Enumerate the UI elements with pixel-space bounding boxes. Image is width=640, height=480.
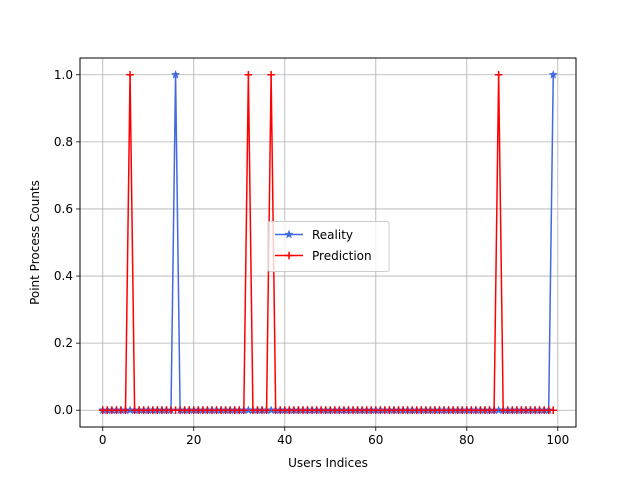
plot-area-frame [79, 57, 577, 428]
ticks: 0 20 40 60 80 100 0.0 0.2 0.4 0.6 0.8 1.0 [54, 68, 569, 447]
y-tick-label: 0.8 [54, 135, 73, 149]
legend-label: Reality [312, 228, 353, 242]
x-tick-label: 100 [546, 433, 569, 447]
data-point [262, 406, 271, 415]
y-tick-label: 0.0 [54, 403, 73, 417]
y-tick-label: 1.0 [54, 68, 73, 82]
data-point [490, 406, 498, 415]
y-tick-label: 0.4 [54, 269, 73, 283]
legend-marker [285, 251, 293, 260]
x-tick-label: 0 [99, 433, 107, 447]
data-point [494, 70, 503, 79]
series-layer [98, 69, 558, 415]
y-tick-label: 0.6 [54, 202, 73, 216]
legend: Reality Prediction [267, 221, 390, 272]
x-tick-label: 40 [277, 433, 292, 447]
data-point [549, 406, 558, 415]
y-axis-label: Point Process Counts [28, 180, 42, 305]
legend-marker [284, 229, 294, 239]
data-point [548, 69, 558, 79]
series-prediction [98, 70, 558, 415]
data-point [267, 70, 275, 79]
x-tick-label: 60 [368, 433, 383, 447]
data-point [170, 69, 181, 79]
x-tick-label: 20 [186, 433, 201, 447]
data-point [240, 406, 248, 415]
legend-label: Prediction [312, 249, 372, 263]
data-point [244, 70, 253, 79]
x-axis-label: Users Indices [288, 456, 368, 470]
data-point [126, 70, 134, 79]
y-tick-label: 0.2 [54, 336, 73, 350]
x-tick-label: 80 [459, 433, 474, 447]
data-point [121, 406, 130, 415]
